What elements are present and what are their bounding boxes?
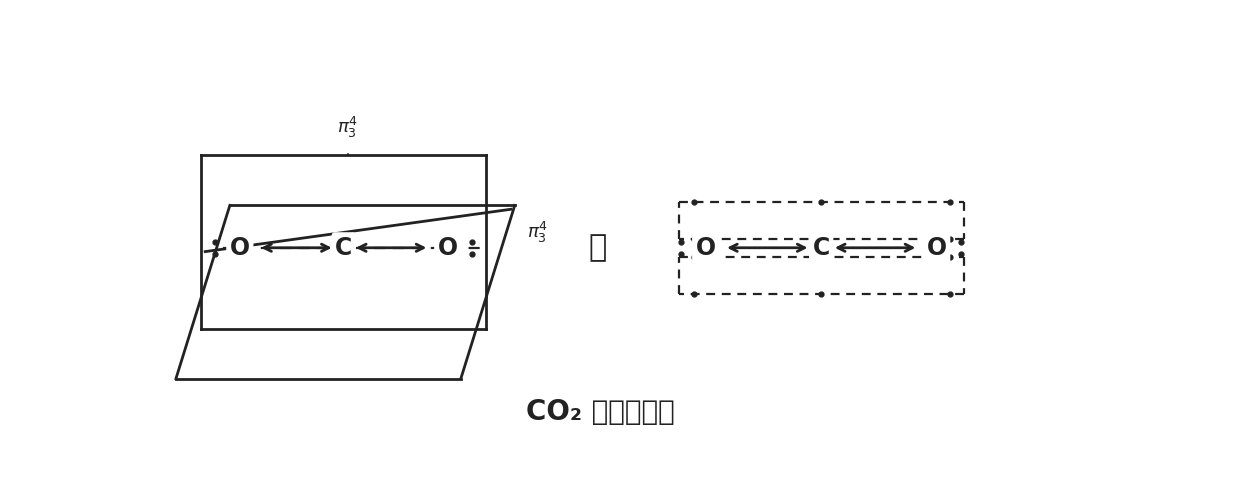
Text: C: C <box>335 236 353 260</box>
Text: C: C <box>813 236 829 260</box>
Text: $\pi_3^4$: $\pi_3^4$ <box>337 115 358 140</box>
Text: O: O <box>927 236 946 260</box>
Text: 或: 或 <box>589 233 607 262</box>
Text: O: O <box>229 236 249 260</box>
Text: O: O <box>696 236 716 260</box>
Text: O: O <box>438 236 458 260</box>
Text: $\pi_3^4$: $\pi_3^4$ <box>527 220 547 245</box>
Text: CO₂ 的分子结构: CO₂ 的分子结构 <box>526 398 675 426</box>
